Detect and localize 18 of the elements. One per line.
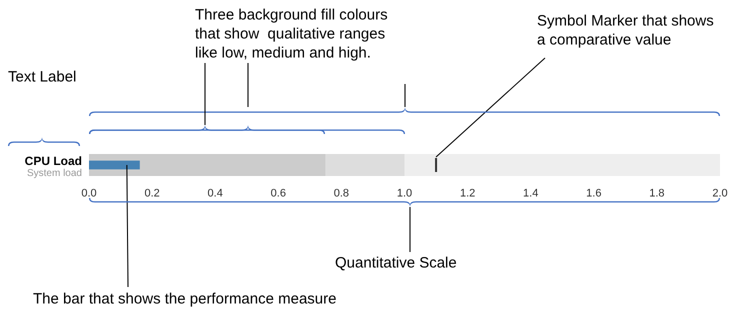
text: Three background fill colours that show qualitative ranges like low, medium and high.: [195, 6, 388, 62]
x-tick-label: 0.6: [270, 188, 286, 200]
y-tick-label: CPU Load: [24, 154, 82, 168]
text: Text Label: [8, 68, 76, 86]
x-tick-label: 0.8: [334, 188, 350, 200]
annotation: The bar that shows the performance measure: [33, 290, 336, 308]
x-tick-label: 1.2: [460, 188, 476, 200]
x-tick-label: 1.6: [586, 188, 602, 200]
x-tick-label: 0.4: [208, 188, 223, 200]
x-tick-label: 1.0: [396, 188, 412, 200]
text: System load: [26, 168, 82, 179]
x-tick-label: 0.2: [144, 188, 160, 200]
x-tick-label: 0.0: [81, 188, 97, 200]
text: Quantitative Scale: [335, 254, 457, 272]
x-tick-label: 1.8: [649, 188, 665, 200]
x-tick-label: 2.0: [712, 188, 728, 200]
x-tick-label: 1.4: [523, 188, 538, 200]
annotation: Symbol Marker that shows a comparative value: [537, 12, 714, 49]
